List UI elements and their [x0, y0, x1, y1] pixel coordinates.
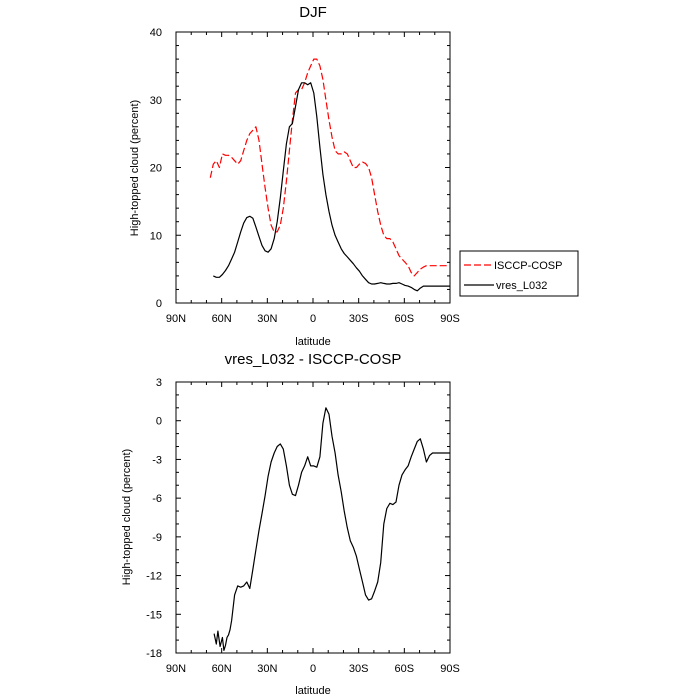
panel-top-xtick-label: 60S	[395, 313, 415, 325]
panel-top-xtick-label: 90S	[440, 313, 460, 325]
panel-bottom-ytick-label: -15	[146, 609, 162, 621]
panel-bottom-series-line-0	[213, 407, 450, 652]
panel-top-ytick-label: 10	[150, 230, 162, 242]
panel-bottom-title: vres_L032 - ISCCP-COSP	[225, 351, 402, 368]
panel-bottom-xlabel: latitude	[295, 685, 330, 697]
panel-top-ticks-group: 90N 60N 30N 0 30S 60S 90S 0 10 20 30 40	[150, 27, 460, 325]
panel-bottom-xtick-label: 30N	[257, 663, 277, 675]
legend-label-vres-l032: vres_L032	[496, 280, 547, 292]
panel-top-xtick-label: 30S	[349, 313, 369, 325]
panel-bottom-ytick-label: -12	[146, 571, 162, 583]
legend-label-isccp-cosp: ISCCP-COSP	[494, 260, 562, 272]
panel-top-xlabel: latitude	[295, 336, 330, 348]
panel-bottom-ticks-group: 90N 60N 30N 0 30S 60S 90S 3 0 -3 -6 -9 -12 -15 -18	[146, 377, 460, 675]
panel-bottom-ylabel: High-topped cloud (percent)	[121, 449, 133, 585]
panel-top-ytick-label: 0	[156, 298, 162, 310]
panel-top-ylabel: High-topped cloud (percent)	[129, 100, 141, 236]
panel-top: DJF High-topped cloud (percent) latitude…	[129, 4, 579, 348]
panel-top-legend: ISCCP-COSP vres_L032	[459, 250, 579, 297]
panel-top-ytick-label: 30	[150, 95, 162, 107]
panel-bottom-ytick-label: -9	[152, 532, 162, 544]
panel-top-series-line-1	[213, 82, 450, 292]
panel-bottom-ytick-label: -6	[152, 493, 162, 505]
panel-top-title: DJF	[299, 4, 327, 21]
legend-box	[459, 250, 579, 297]
panel-bottom-xtick-label: 30S	[349, 663, 369, 675]
panel-top-series-group	[209, 58, 450, 292]
panel-bottom: vres_L032 - ISCCP-COSP High-topped cloud…	[121, 351, 460, 697]
panel-top-ytick-label: 20	[150, 163, 162, 175]
panel-bottom-ytick-label: 0	[156, 416, 162, 428]
panel-bottom-plot-frame	[175, 381, 451, 654]
panel-bottom-ytick-label: -18	[146, 648, 162, 660]
panel-top-xtick-label: 90N	[166, 313, 186, 325]
panel-top-series-line-0	[209, 58, 450, 277]
panel-top-ytick-label: 40	[150, 27, 162, 39]
panel-top-xtick-label: 0	[310, 313, 316, 325]
panel-bottom-xtick-label: 60S	[395, 663, 415, 675]
panel-bottom-xtick-label: 60N	[212, 663, 232, 675]
panel-bottom-ytick-label: -3	[152, 454, 162, 466]
panel-top-xtick-label: 30N	[257, 313, 277, 325]
panel-bottom-series-group	[213, 407, 450, 652]
panel-bottom-ytick-label: 3	[156, 377, 162, 389]
panel-top-plot-frame	[175, 31, 451, 304]
panel-top-xtick-label: 60N	[212, 313, 232, 325]
panel-bottom-xtick-label: 90N	[166, 663, 186, 675]
panel-bottom-xtick-label: 0	[310, 663, 316, 675]
panel-bottom-xtick-label: 90S	[440, 663, 460, 675]
